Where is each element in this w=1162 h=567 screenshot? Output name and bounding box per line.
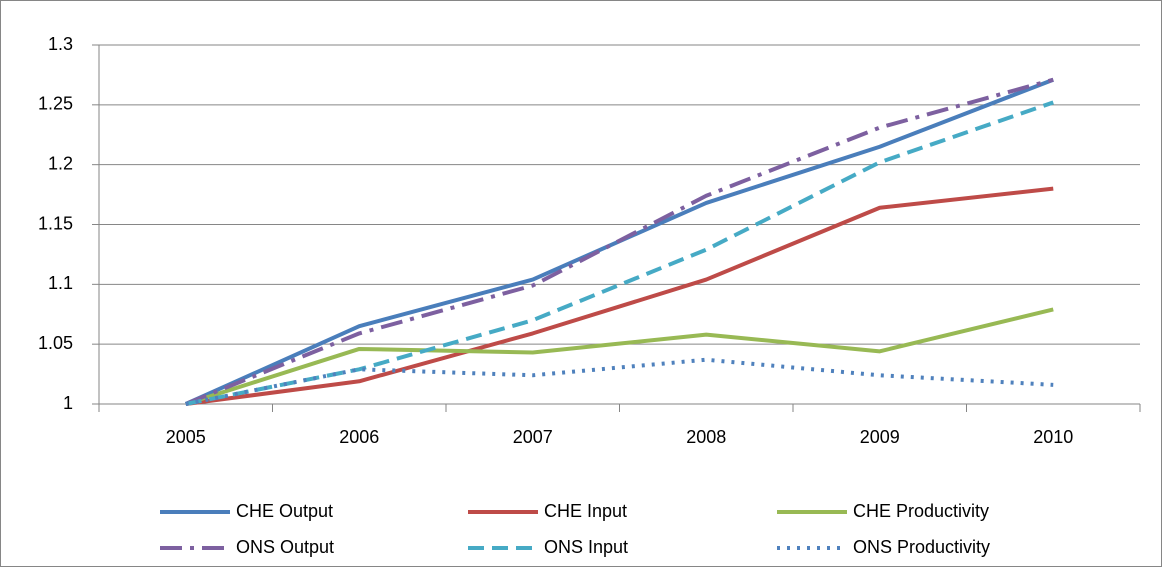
y-tick-label: 1.1 [48,273,73,293]
legend-label: ONS Input [544,537,628,557]
legend-label: CHE Input [544,501,627,521]
y-tick-label: 1.2 [48,153,73,173]
legend-label: CHE Productivity [853,501,989,521]
y-tick-label: 1 [63,393,73,413]
series-line [185,307,1054,406]
series-line [185,186,1054,406]
x-tick-label: 2009 [860,427,900,447]
legend-label: ONS Productivity [853,537,990,557]
legend-label: ONS Output [236,537,334,557]
y-tick-label: 1.05 [38,333,73,353]
y-tick-label: 1.25 [38,94,73,114]
legend-label: CHE Output [236,501,333,521]
x-tick-label: 2008 [686,427,726,447]
x-tick-label: 2007 [513,427,553,447]
y-tick-label: 1.15 [38,213,73,233]
x-tick-label: 2005 [166,427,206,447]
series-line [185,100,1054,406]
x-tick-label: 2006 [339,427,379,447]
y-tick-label: 1.3 [48,34,73,54]
series-line [184,77,1054,406]
x-tick-label: 2010 [1033,427,1073,447]
